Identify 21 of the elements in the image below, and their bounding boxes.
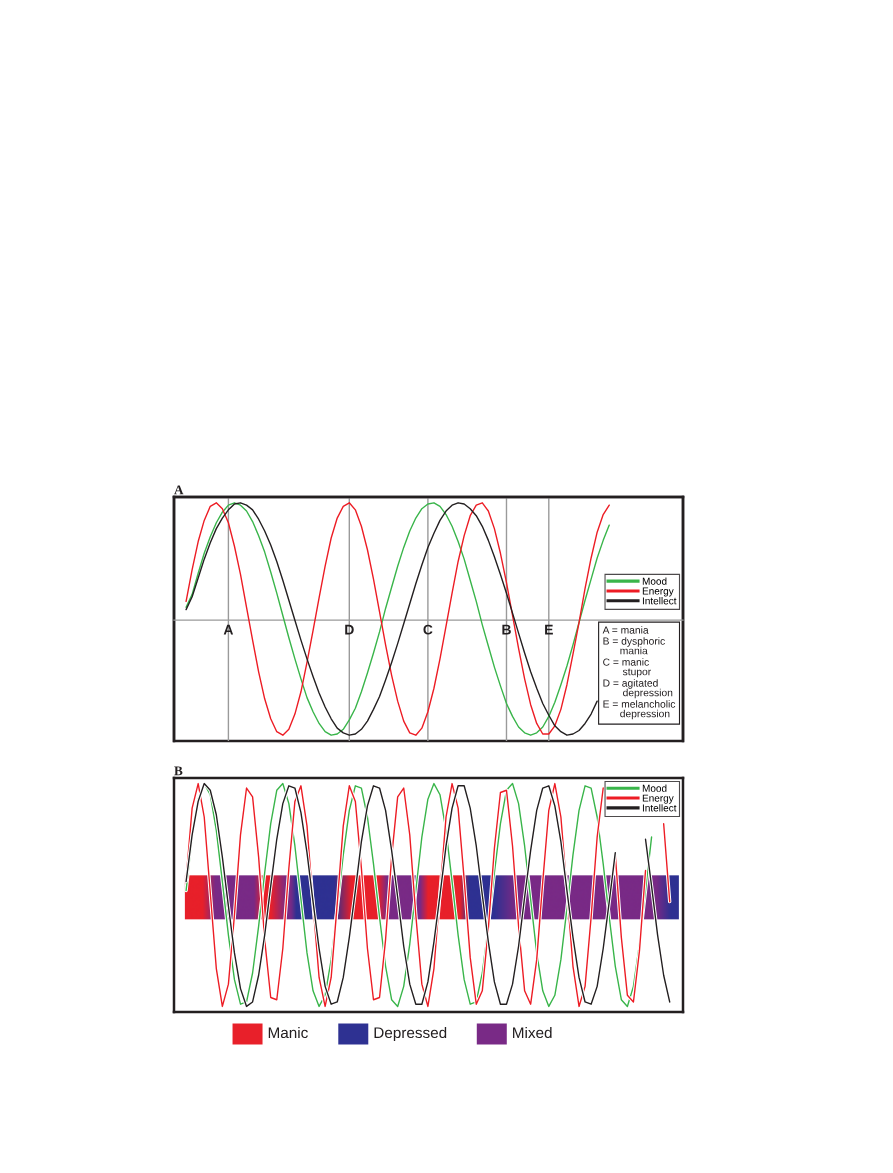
x-tick-label: B <box>502 624 511 635</box>
legend-label: Intellect <box>642 597 677 605</box>
annotation: B = dysphoric mania <box>603 637 665 655</box>
text: Depressed <box>374 1026 447 1042</box>
annotation: A = mania <box>602 626 649 634</box>
x-tick-label: D <box>345 624 354 635</box>
annotation: C = manic stupor <box>603 658 652 678</box>
legend-label: Mood <box>642 577 667 585</box>
annotation: D = agitated depression <box>603 679 673 699</box>
x-tick-label: A <box>223 624 234 635</box>
annotation: E = melancholic depression <box>603 700 676 720</box>
chart-title: A <box>174 485 184 495</box>
legend-label: Energy <box>642 587 674 597</box>
x-tick-label: E <box>545 624 553 635</box>
text: Manic <box>268 1026 308 1039</box>
x-tick-label: C <box>423 624 433 635</box>
legend-label: Intellect <box>642 804 677 812</box>
text: Mixed <box>513 1026 552 1039</box>
legend-label: Mood <box>642 784 667 792</box>
legend-label: Energy <box>642 794 674 804</box>
chart-title: B <box>174 766 183 776</box>
